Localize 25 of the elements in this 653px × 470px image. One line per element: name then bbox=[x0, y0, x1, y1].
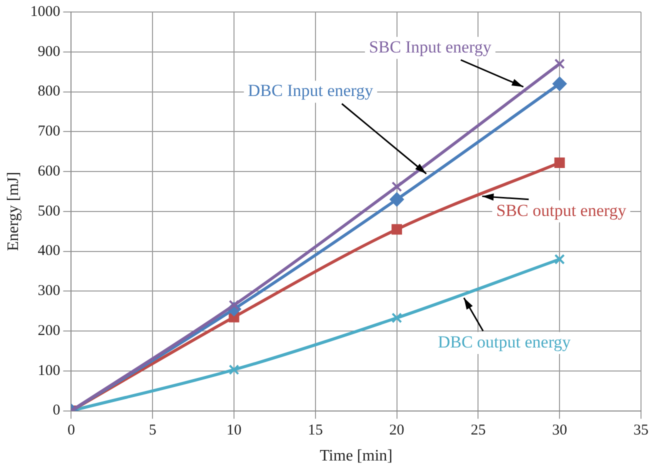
text: SBC Input energy bbox=[368, 37, 492, 56]
y-tick-label: 200 bbox=[38, 322, 60, 339]
x-axis-title: Time [min] bbox=[320, 448, 392, 465]
x-tick-label: 20 bbox=[389, 422, 404, 439]
text: DBC Input energy bbox=[248, 81, 374, 100]
y-tick-label: 800 bbox=[38, 84, 60, 100]
y-tick-label: 500 bbox=[38, 203, 60, 220]
y-tick-label: 1000 bbox=[30, 4, 60, 20]
y-tick-label: 900 bbox=[38, 44, 60, 60]
y-tick-label: 100 bbox=[38, 362, 60, 379]
x-tick-label: 10 bbox=[226, 422, 242, 439]
series-label: DBC output energy bbox=[438, 332, 572, 352]
y-tick-label: 300 bbox=[38, 283, 60, 300]
x-tick-label: 30 bbox=[552, 422, 568, 439]
x-tick-label: 25 bbox=[470, 422, 486, 439]
x-tick-label: 0 bbox=[67, 422, 75, 439]
y-tick-label: 400 bbox=[38, 243, 60, 260]
x-tick-label: 35 bbox=[634, 422, 648, 439]
y-tick-label: 600 bbox=[38, 163, 60, 180]
y-tick-label: 0 bbox=[52, 402, 60, 419]
y-tick-label: 700 bbox=[38, 124, 60, 140]
y-axis-title: Energy [mJ] bbox=[4, 172, 22, 252]
x-tick-label: 15 bbox=[308, 422, 323, 439]
x-tick-label: 5 bbox=[148, 422, 156, 439]
series-label: SBC output energy bbox=[496, 200, 627, 220]
